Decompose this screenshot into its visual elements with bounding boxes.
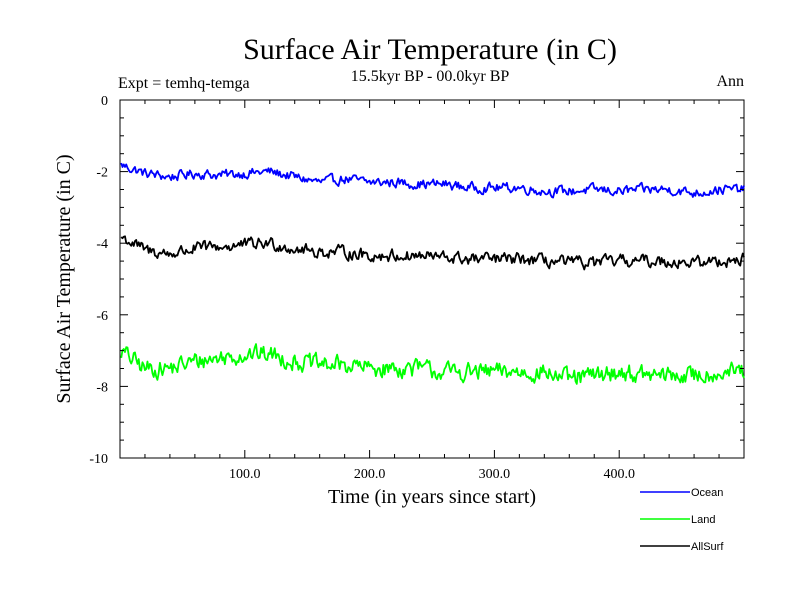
legend-label-allsurf: AllSurf xyxy=(691,541,724,553)
legend-label-land: Land xyxy=(691,514,715,526)
series-line-allsurf xyxy=(120,235,745,271)
x-tick-label: 200.0 xyxy=(354,467,386,482)
y-axis-label: Surface Air Temperature (in C) xyxy=(53,154,75,403)
x-axis-label: Time (in years since start) xyxy=(328,486,536,508)
experiment-label: Expt = temhq-temga xyxy=(118,75,250,92)
tick-layer: 0 -2 -4 -6 -8 -10 100.0 200.0 300.0 400.0 xyxy=(89,94,744,482)
plot-frame xyxy=(119,99,745,459)
legend: Ocean Land AllSurf xyxy=(640,487,724,553)
chart-subtitle: 15.5kyr BP - 00.0kyr BP xyxy=(351,68,510,85)
series-layer xyxy=(120,162,745,385)
y-tick-label: 0 xyxy=(101,94,108,109)
series-line-ocean xyxy=(120,162,745,199)
x-tick-label: 300.0 xyxy=(479,467,511,482)
chart-title: Surface Air Temperature (in C) xyxy=(243,33,617,66)
season-label: Ann xyxy=(716,73,744,90)
y-tick-label: -10 xyxy=(89,452,108,467)
x-tick-label: 100.0 xyxy=(229,467,261,482)
series-line-land xyxy=(120,343,745,385)
legend-label-ocean: Ocean xyxy=(691,487,723,499)
y-tick-label: -2 xyxy=(96,166,108,181)
y-tick-label: -4 xyxy=(96,237,108,252)
y-tick-label: -8 xyxy=(96,380,108,395)
x-tick-label: 400.0 xyxy=(603,467,635,482)
y-tick-label: -6 xyxy=(96,309,108,324)
